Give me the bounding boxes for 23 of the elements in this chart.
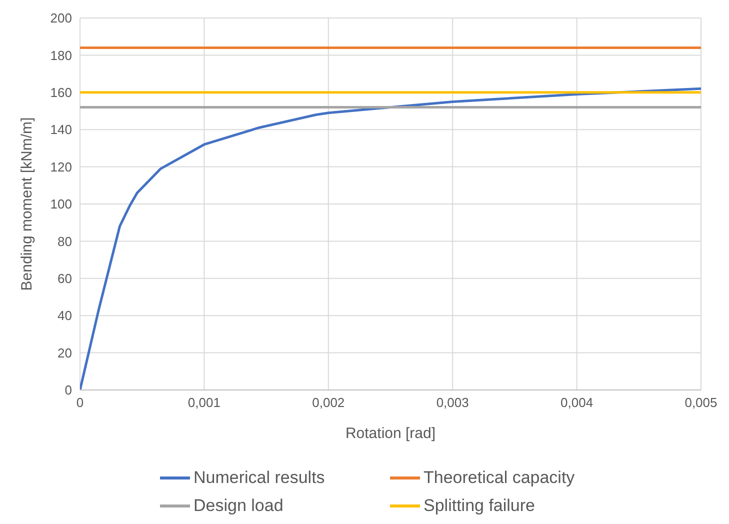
y-tick-label: 60: [58, 271, 72, 286]
x-tick-label: 0,001: [188, 395, 220, 410]
legend-label: Splitting failure: [424, 496, 536, 516]
y-tick-label: 200: [50, 10, 72, 26]
x-tick-label: 0,003: [436, 395, 469, 410]
x-tick-label: 0,005: [684, 395, 718, 410]
y-tick-label: 80: [58, 234, 72, 249]
y-tick-label: 160: [50, 85, 72, 100]
y-tick-label: 40: [58, 308, 72, 324]
legend-label: Numerical results: [194, 468, 325, 488]
x-tick-label: 0: [76, 395, 84, 410]
y-tick-label: 0: [64, 382, 72, 398]
y-tick-label: 100: [50, 196, 72, 212]
legend-label: Theoretical capacity: [424, 468, 575, 488]
y-tick-label: 180: [50, 48, 72, 63]
x-tick-label: 0,004: [560, 395, 594, 410]
y-tick-label: 140: [50, 122, 72, 138]
x-axis-title: Rotation [rad]: [345, 425, 436, 442]
y-tick-label: 120: [50, 159, 72, 174]
legend-label: Design load: [194, 496, 284, 516]
y-tick-label: 20: [58, 345, 72, 360]
x-tick-label: 0,002: [312, 395, 345, 410]
y-axis-title: Bending moment [kNm/m]: [18, 117, 36, 291]
